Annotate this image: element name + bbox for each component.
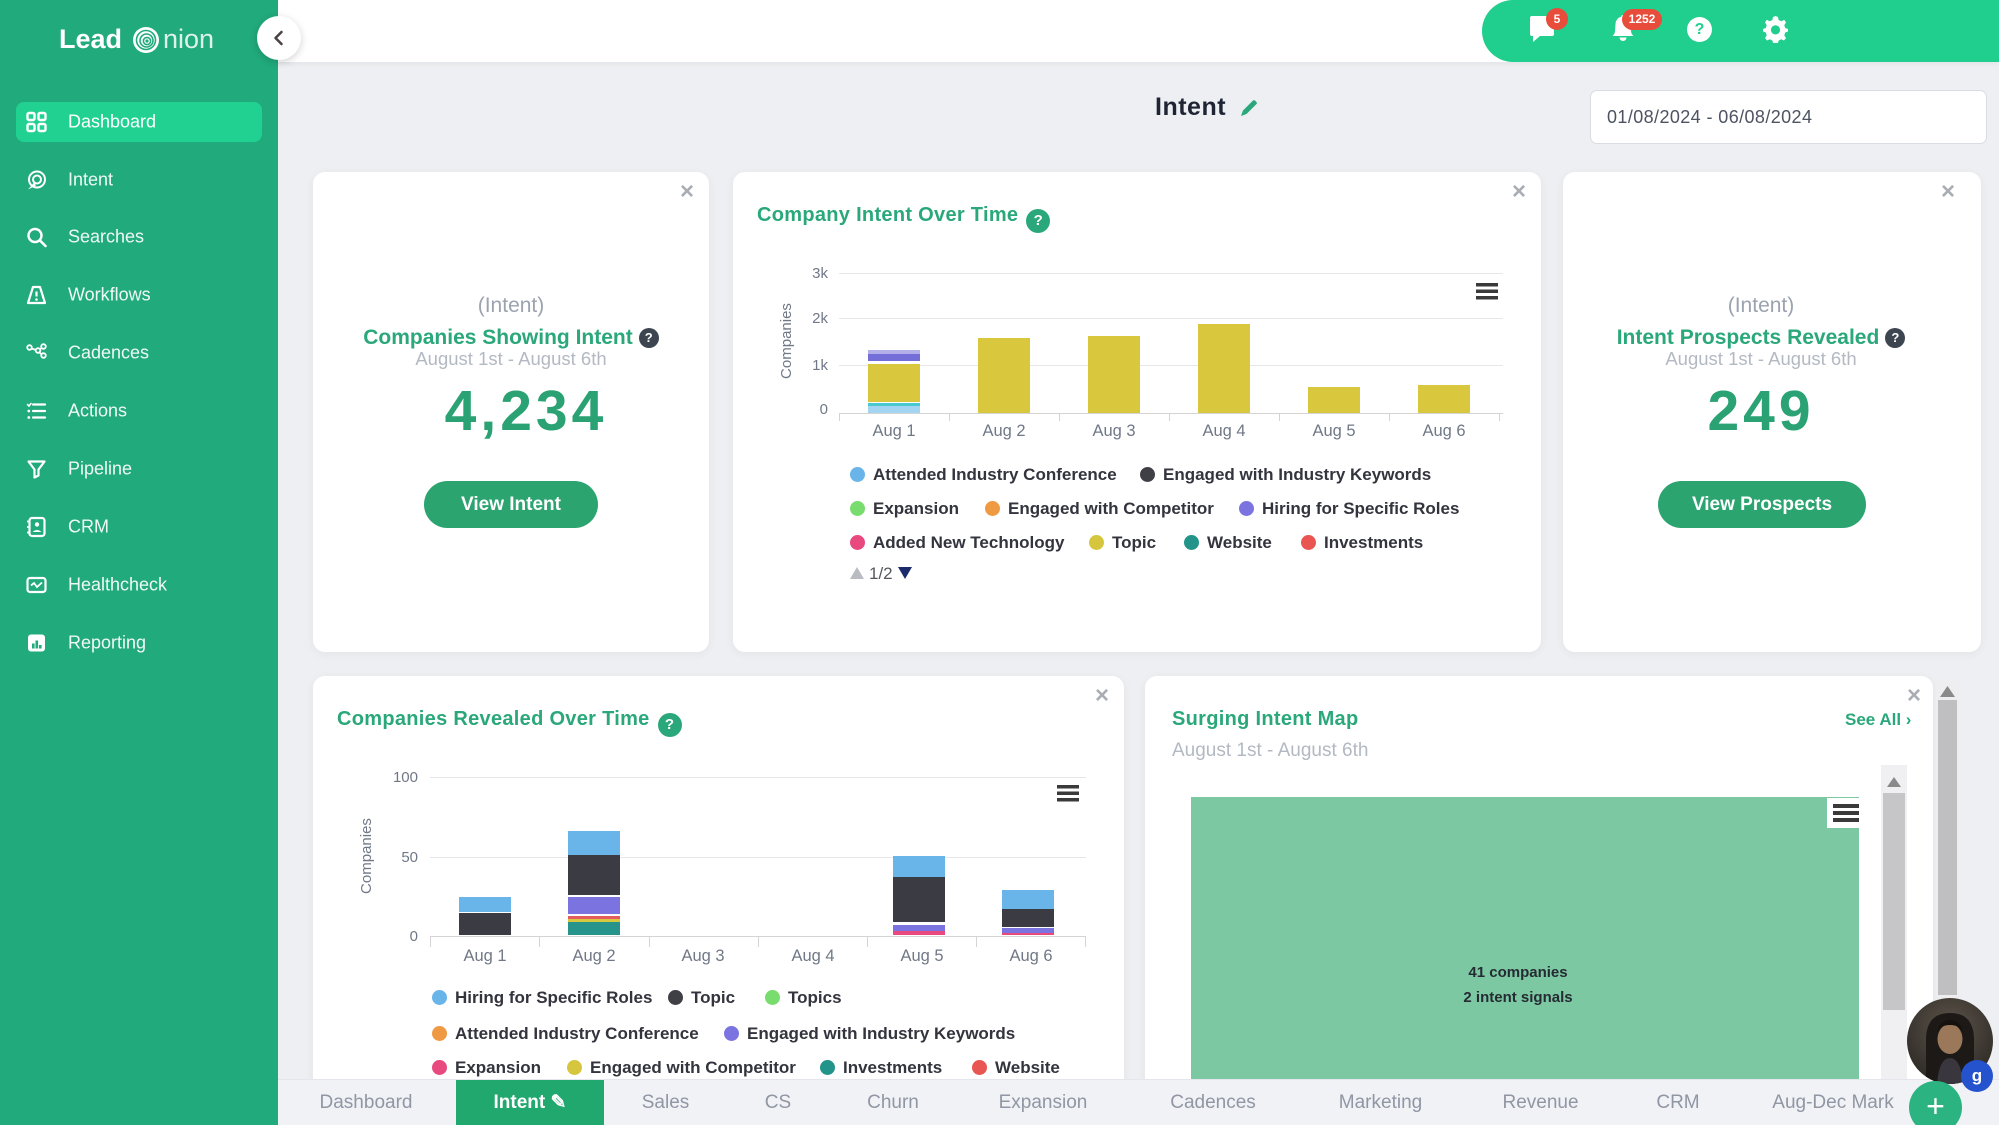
svg-text:2k: 2k — [812, 310, 828, 327]
svg-text:Aug 4: Aug 4 — [791, 947, 834, 965]
svg-text:Aug 3: Aug 3 — [1092, 422, 1135, 440]
svg-text:0: 0 — [410, 928, 418, 945]
svg-text:Aug 4: Aug 4 — [1202, 422, 1245, 440]
svg-text:Aug 5: Aug 5 — [1312, 422, 1355, 440]
svg-text:100: 100 — [393, 769, 418, 786]
svg-text:Aug 6: Aug 6 — [1422, 422, 1465, 440]
svg-text:Companies: Companies — [358, 818, 375, 894]
svg-text:50: 50 — [401, 849, 418, 866]
svg-text:Companies: Companies — [778, 303, 795, 379]
svg-text:Aug 2: Aug 2 — [572, 947, 615, 965]
svg-text:Aug 3: Aug 3 — [681, 947, 724, 965]
svg-text:Aug 1: Aug 1 — [872, 422, 915, 440]
svg-text:Aug 2: Aug 2 — [982, 422, 1025, 440]
svg-text:Aug 5: Aug 5 — [900, 947, 943, 965]
svg-text:0: 0 — [820, 401, 828, 418]
svg-text:Aug 1: Aug 1 — [463, 947, 506, 965]
svg-text:3k: 3k — [812, 265, 828, 282]
svg-text:Aug 6: Aug 6 — [1009, 947, 1052, 965]
svg-text:1k: 1k — [812, 357, 828, 374]
